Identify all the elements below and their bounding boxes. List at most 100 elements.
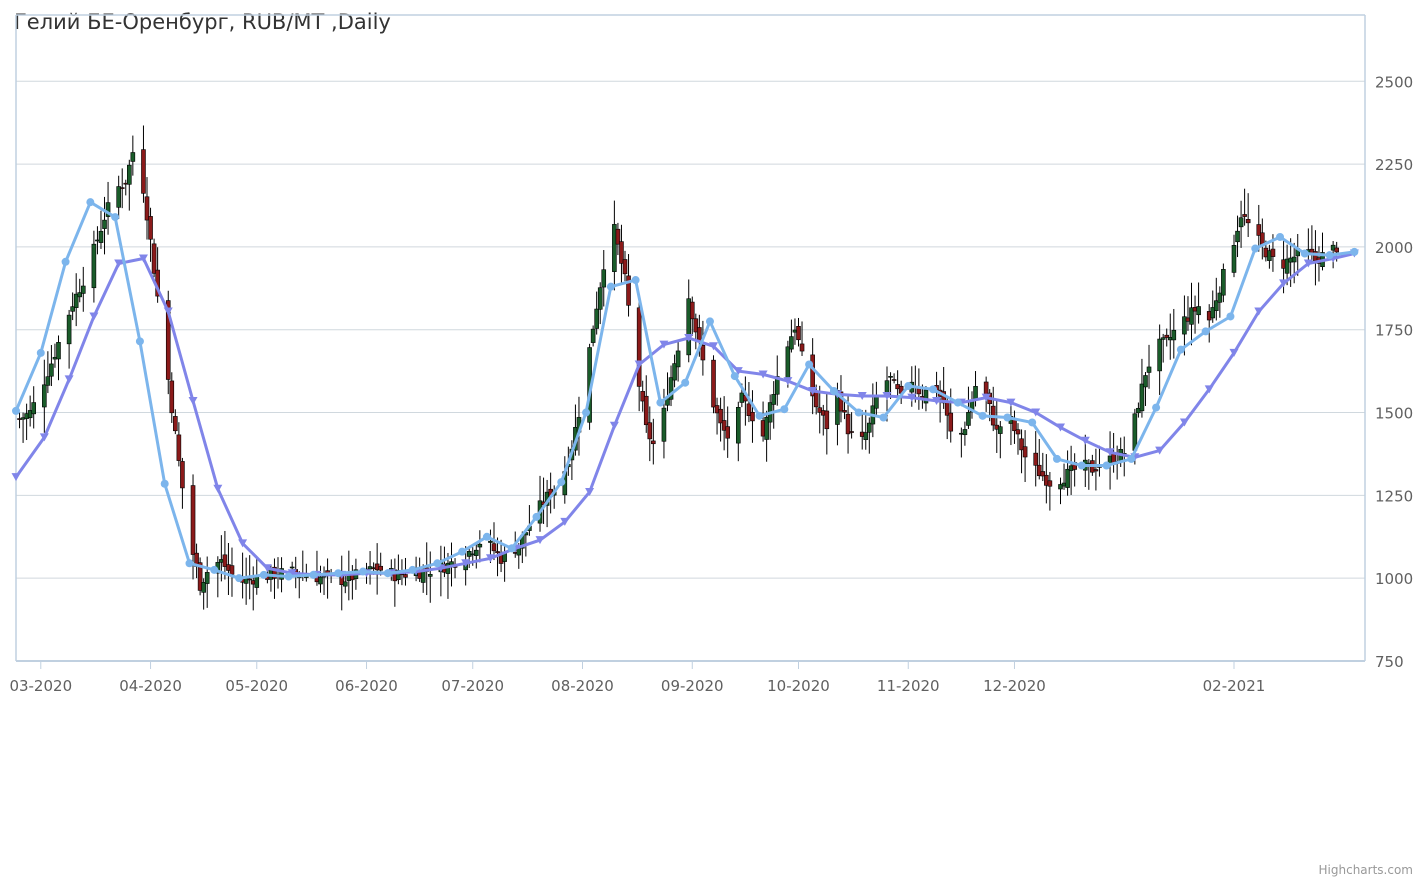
ma-short-point xyxy=(681,378,690,387)
ma-long-point xyxy=(1254,307,1264,316)
candle-body xyxy=(824,410,830,430)
candle-body xyxy=(342,581,348,587)
ma-short-point xyxy=(532,512,541,521)
candle-body xyxy=(289,566,295,569)
candle-body xyxy=(672,363,677,381)
ma-short-point xyxy=(135,337,144,346)
ma-short-point xyxy=(358,567,367,576)
ma-short-point xyxy=(1152,403,1161,412)
ma-short-point xyxy=(978,411,987,420)
x-tick-label: 03-2020 xyxy=(9,677,72,695)
candle-body xyxy=(1334,247,1339,253)
candle-body xyxy=(42,384,47,408)
x-tick-label: 05-2020 xyxy=(225,677,288,695)
candle-body xyxy=(1242,214,1247,217)
candle-body xyxy=(119,187,125,189)
candle-body xyxy=(127,164,132,185)
candle-body xyxy=(693,318,699,333)
candle-body xyxy=(197,562,203,591)
ma-long-point xyxy=(560,517,570,526)
candle-body xyxy=(31,402,37,415)
candle-body xyxy=(279,568,284,580)
candle-body xyxy=(491,543,497,552)
candle-body xyxy=(1245,219,1251,224)
ma-long-point xyxy=(163,307,173,316)
ma-long-point xyxy=(238,539,248,548)
candle-body xyxy=(771,394,777,405)
candle-body xyxy=(144,196,150,221)
ma-long-point xyxy=(535,536,545,545)
ma-short-point xyxy=(631,276,640,285)
candle-body xyxy=(647,422,653,440)
ma-short-point xyxy=(557,478,566,487)
ma-long-point xyxy=(1155,446,1165,455)
candle-body xyxy=(590,328,596,343)
ma-short-point xyxy=(1201,327,1210,336)
ma-short-point xyxy=(383,569,392,578)
ma-short-point xyxy=(1127,454,1136,463)
ma-short-point xyxy=(433,559,442,568)
ma-short-point xyxy=(1276,232,1285,241)
ma-short-point xyxy=(507,544,516,553)
ma-short-point xyxy=(879,413,888,422)
axes xyxy=(15,14,1366,662)
y-tick-label: 1250 xyxy=(1375,487,1413,505)
ma-long-point xyxy=(461,559,471,568)
candle-body xyxy=(165,300,171,380)
ma-short-point xyxy=(1176,345,1185,354)
candle-body xyxy=(626,275,631,306)
ma-long-point xyxy=(783,377,793,386)
ma-short-point xyxy=(1325,251,1334,260)
candle-body xyxy=(1157,338,1162,372)
ma-short-point xyxy=(1077,461,1086,470)
candle-body xyxy=(1291,256,1297,263)
candle-body xyxy=(888,376,893,378)
candle-body xyxy=(1093,469,1099,472)
moving-average-lines xyxy=(11,198,1359,583)
candle-body xyxy=(1022,446,1028,458)
ma-long-point xyxy=(808,387,818,396)
ma-long-point xyxy=(138,254,148,263)
credits-link[interactable]: Highcharts.com xyxy=(1318,863,1413,877)
candle-body xyxy=(725,426,730,439)
ma-long-point xyxy=(907,393,917,402)
candle-body xyxy=(615,228,621,245)
candle-body xyxy=(1210,307,1216,319)
candle-body xyxy=(148,216,153,240)
ma-long-point xyxy=(882,391,892,400)
candle-body xyxy=(718,408,723,424)
candle-body xyxy=(675,350,681,368)
candle-body xyxy=(1015,429,1021,435)
x-axis-ticks: 03-2020 04-2020 05-2020 06-2020 07-2020 08-20… xyxy=(9,661,1265,695)
candle-body xyxy=(810,354,815,397)
x-tick-label: 04-2020 xyxy=(119,677,182,695)
candle-body xyxy=(746,403,752,416)
y-axis-ticks: 750 1000 1250 1500 1750 2000 2250 2500 xyxy=(1375,73,1413,671)
y-tick-label: 2500 xyxy=(1375,73,1413,91)
candle-body xyxy=(643,395,649,426)
ma-short-point xyxy=(210,565,219,574)
ma-short-point xyxy=(111,213,120,222)
candle-body xyxy=(1189,307,1194,325)
ma-short-point xyxy=(656,398,665,407)
ma-long-point xyxy=(89,312,99,321)
ma-short-point xyxy=(1251,244,1260,253)
ma-short-point xyxy=(582,408,591,417)
candle-body xyxy=(973,386,978,400)
candle-body xyxy=(473,549,479,556)
ma-short-point xyxy=(1028,418,1037,427)
candle-body xyxy=(272,566,277,579)
candle-body xyxy=(1238,217,1244,228)
ma-short-point xyxy=(854,408,863,417)
candle-body xyxy=(130,152,136,162)
candle-body xyxy=(427,574,433,577)
candle-body xyxy=(735,406,741,444)
candle-body xyxy=(1270,248,1276,257)
ma-short-point xyxy=(929,385,938,394)
candle-body xyxy=(488,540,493,543)
candle-body xyxy=(597,287,603,310)
ma-short-point xyxy=(235,574,244,583)
candle-body xyxy=(176,434,182,461)
candle-body xyxy=(983,381,989,395)
ma-long-point xyxy=(1056,423,1066,432)
